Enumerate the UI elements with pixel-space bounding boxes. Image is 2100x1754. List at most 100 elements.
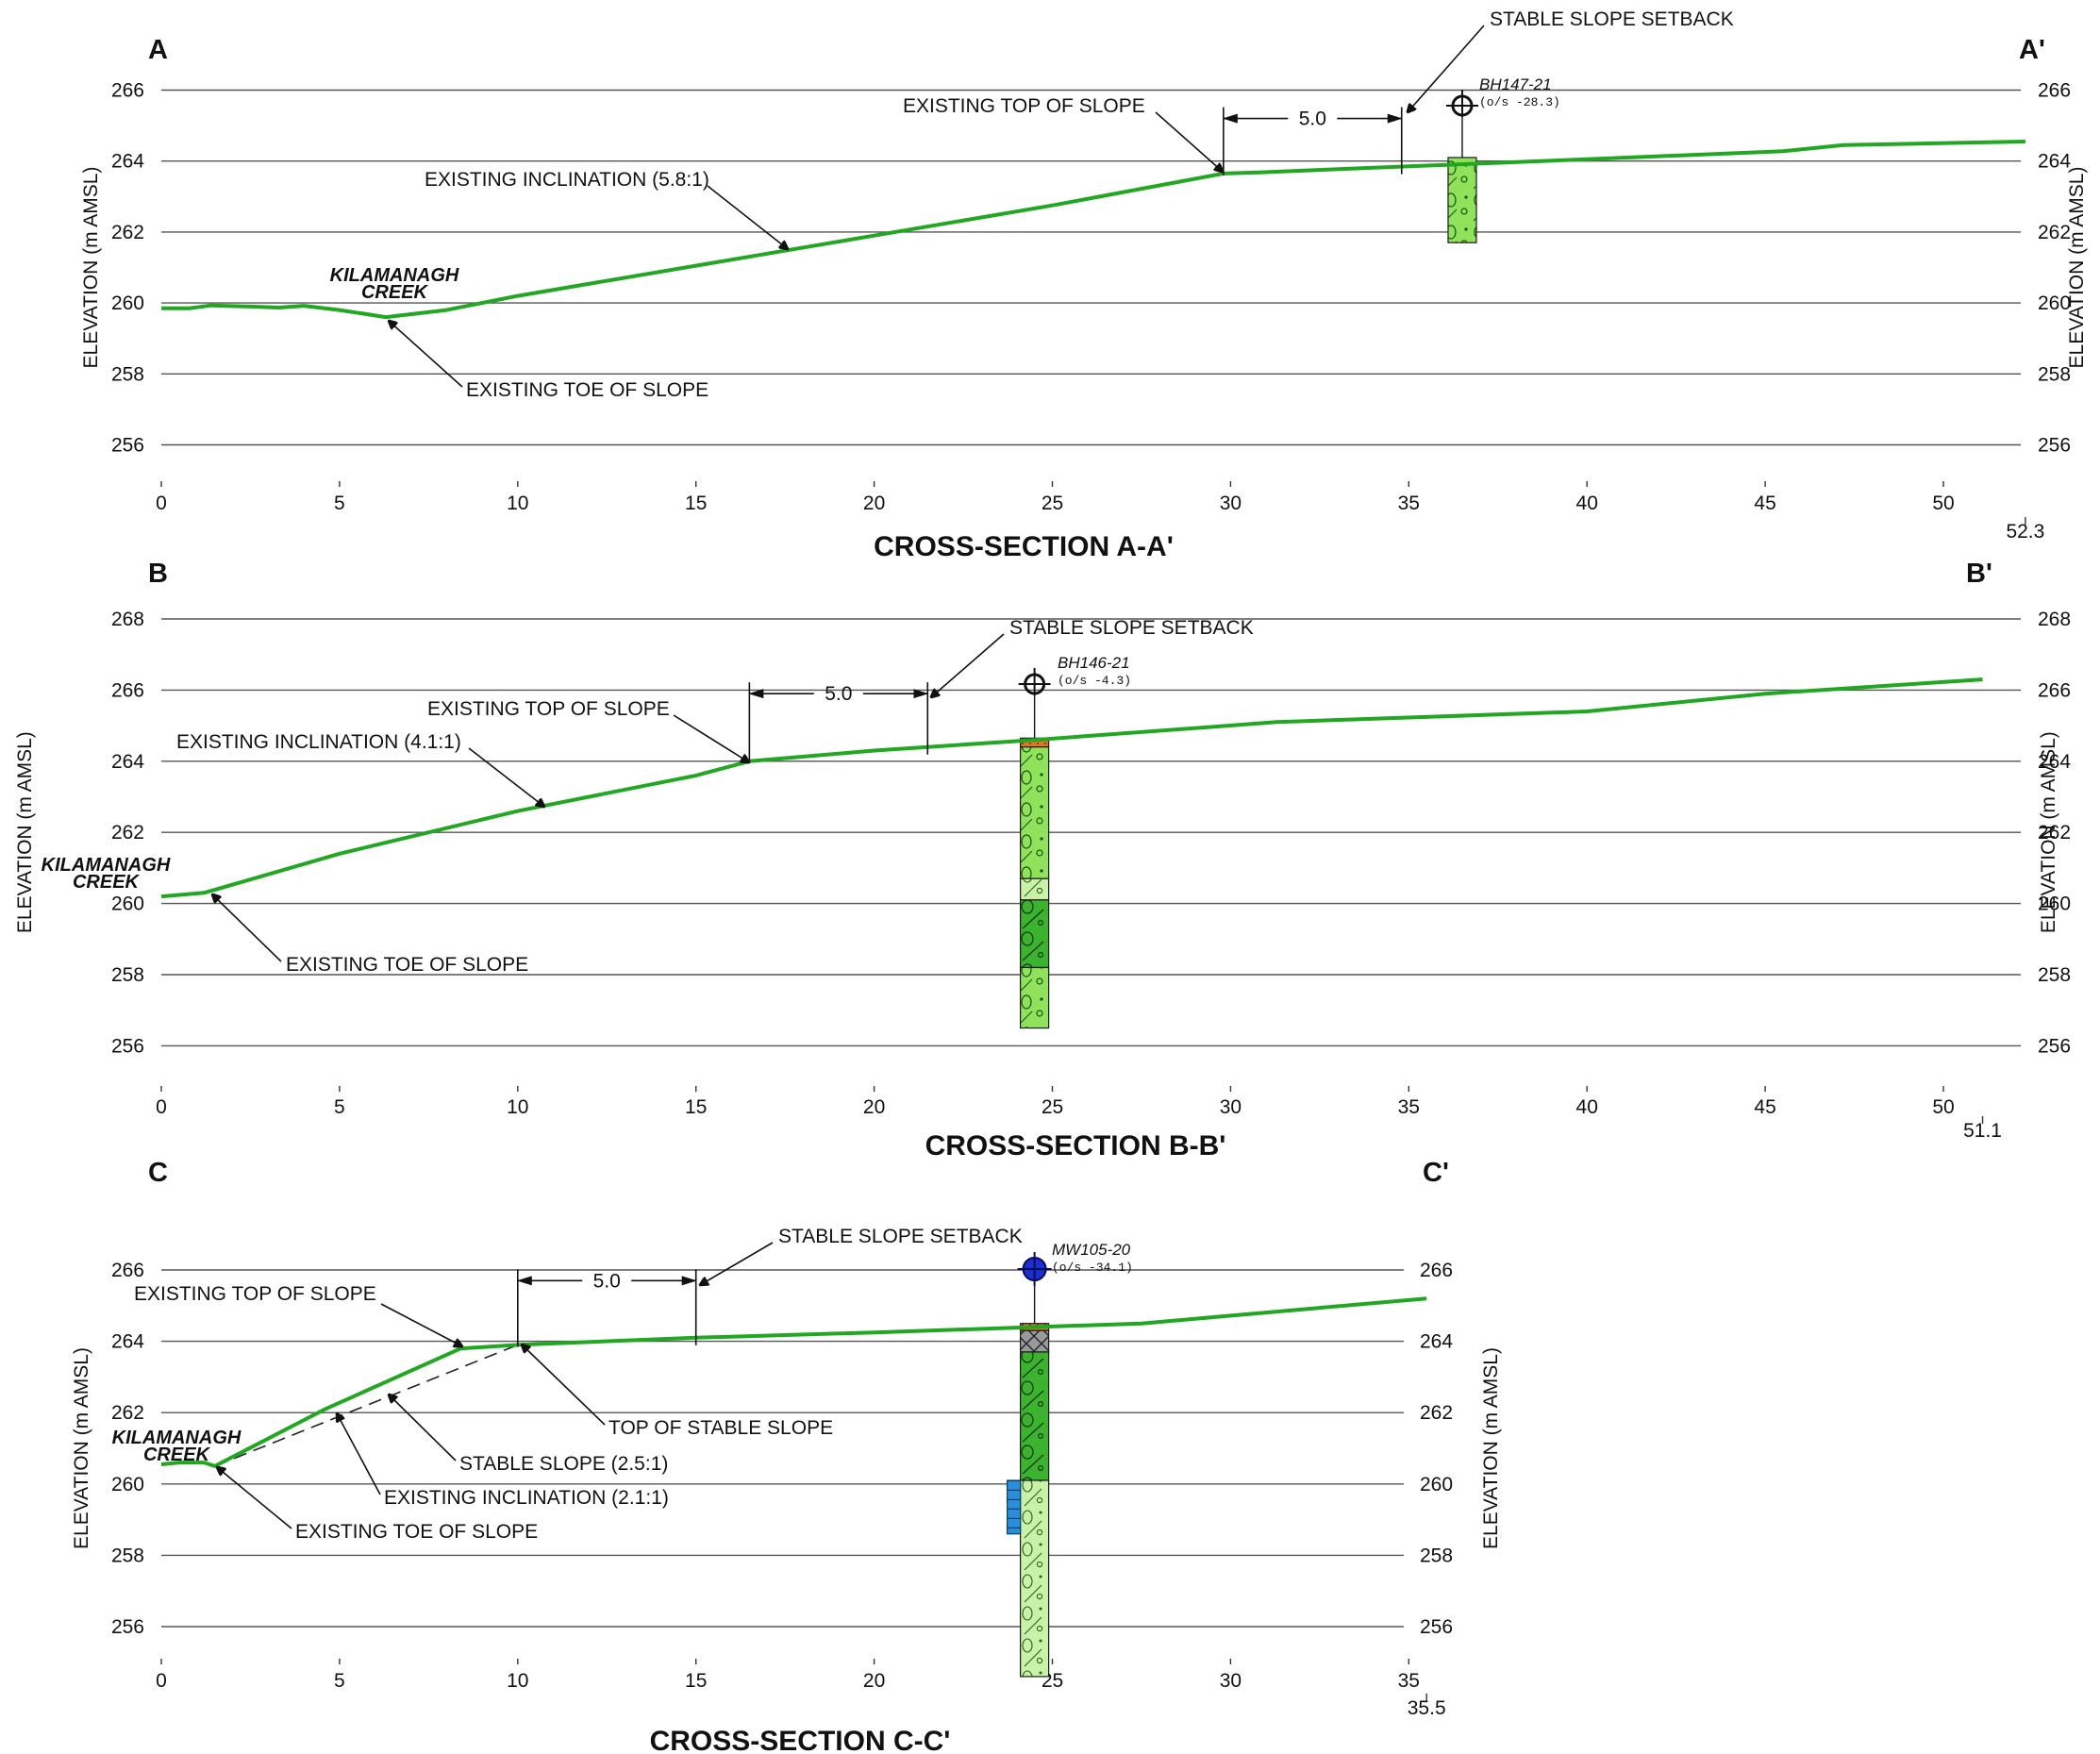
annotation-leader-arrow — [468, 747, 544, 807]
x-tick-label: 0 — [156, 1670, 167, 1692]
y-tick-label-left: 266 — [111, 1260, 144, 1281]
x-tick-label: 50 — [1932, 1096, 1954, 1118]
x-tick-label: 5 — [334, 1670, 345, 1692]
x-tick-label: 45 — [1754, 1096, 1775, 1118]
well-screen — [1007, 1479, 1022, 1535]
creek-label: KILAMANAGH — [112, 1428, 242, 1448]
y-tick-label-right: 266 — [2038, 80, 2071, 102]
x-tick-label: 20 — [863, 493, 885, 514]
x-tick-label: 35 — [1398, 1096, 1420, 1118]
y-tick-label-left: 258 — [111, 363, 144, 385]
annotation-label: EXISTING INCLINATION (4.1:1) — [176, 731, 461, 753]
x-tick-label: 0 — [156, 493, 167, 514]
annotation-label: STABLE SLOPE SETBACK — [778, 1226, 1023, 1247]
borehole-layer-gravel-pale — [1020, 877, 1050, 901]
section-title: CROSS-SECTION A-A' — [874, 531, 1174, 562]
setback-dimension-value: 5.0 — [1299, 109, 1326, 130]
annotation-label: EXISTING INCLINATION (2.1:1) — [384, 1487, 669, 1509]
borehole-layer-fill — [1020, 1329, 1050, 1353]
y-tick-label-left: 268 — [111, 609, 144, 630]
section-start-label: A — [148, 35, 168, 65]
y-tick-label-right: 258 — [2038, 964, 2071, 986]
annotation-label: TOP OF STABLE SLOPE — [608, 1417, 833, 1439]
y-tick-label-right: 260 — [2038, 894, 2071, 915]
creek-label: KILAMANAGH — [42, 855, 171, 876]
x-end-label: 35.5 — [1408, 1697, 1446, 1719]
borehole-offset: (o/s -28.3) — [1479, 95, 1560, 109]
y-axis-label-left: ELEVATION (m AMSL) — [80, 167, 102, 369]
y-tick-label-left: 262 — [111, 1402, 144, 1424]
annotation-label: EXISTING TOP OF SLOPE — [903, 95, 1145, 117]
ground-surface-line — [160, 677, 1983, 899]
y-tick-label-right: 258 — [1420, 1545, 1453, 1566]
x-tick-label: 25 — [1042, 493, 1063, 514]
y-axis-label-left: ELEVATION (m AMSL) — [14, 731, 36, 933]
creek-label: CREEK — [73, 872, 141, 893]
section-start-label: C — [148, 1158, 168, 1188]
setback-dimension-value: 5.0 — [825, 683, 852, 705]
borehole-offset: (o/s -4.3) — [1058, 674, 1131, 688]
x-tick-label: 30 — [1220, 1096, 1242, 1118]
y-tick-label-right: 262 — [2038, 222, 2071, 243]
annotation-leader-arrow — [673, 714, 749, 762]
y-tick-label-left: 258 — [111, 964, 144, 986]
borehole-offset: (o/s -34.1) — [1052, 1261, 1133, 1275]
x-tick-label: 15 — [685, 1670, 707, 1692]
borehole-layer-gravel-light — [1447, 157, 1477, 243]
x-tick-label: 15 — [685, 1096, 707, 1118]
y-axis-label-right: ELEVATION (m AMSL) — [2066, 167, 2088, 369]
y-tick-label-left: 266 — [111, 80, 144, 102]
y-tick-label-left: 264 — [111, 751, 144, 773]
borehole-name: BH147-21 — [1479, 75, 1552, 93]
annotation-leader-arrow — [389, 321, 463, 388]
borehole-name: MW105-20 — [1052, 1241, 1131, 1259]
y-tick-label-right: 260 — [1420, 1474, 1453, 1495]
annotation-label: EXISTING TOE OF SLOPE — [286, 954, 528, 976]
cross-section-b: 256 256 258 258 260 260 262 262 264 264 266 266 268 2… — [14, 559, 2071, 1161]
borehole-layer-gravel-pale — [1020, 1479, 1050, 1678]
y-tick-label-right: 266 — [2038, 679, 2071, 701]
y-tick-label-left: 260 — [111, 1474, 144, 1495]
annotation-label: EXISTING INCLINATION (5.8:1) — [425, 169, 709, 191]
creek-label: CREEK — [361, 282, 429, 303]
borehole-layer-gravel-dark — [1020, 899, 1050, 969]
y-tick-label-left: 256 — [111, 435, 144, 457]
section-start-label: B — [148, 559, 168, 589]
setback-dimension-value: 5.0 — [593, 1270, 621, 1292]
y-tick-label-left: 264 — [111, 151, 144, 173]
section-end-label: B' — [1966, 559, 1992, 589]
x-tick-label: 40 — [1576, 493, 1598, 514]
y-tick-label-right: 256 — [2038, 435, 2071, 457]
x-tick-label: 30 — [1220, 1670, 1242, 1692]
cross-section-c: 256 256 258 258 260 260 262 262 264 264 266 266 ELEV… — [71, 1158, 1502, 1754]
x-tick-label: 40 — [1576, 1096, 1598, 1118]
annotation-label: STABLE SLOPE SETBACK — [1009, 617, 1254, 639]
section-end-label: A' — [2019, 35, 2045, 65]
annotation-label: EXISTING TOE OF SLOPE — [295, 1521, 538, 1543]
y-tick-label-right: 256 — [1420, 1616, 1453, 1638]
annotation-leader-arrow — [522, 1345, 606, 1426]
y-axis-label-right: ELEVATION (m AMSL) — [1480, 1347, 1502, 1549]
y-tick-label-right: 264 — [2038, 151, 2071, 173]
annotation-label: STABLE SLOPE SETBACK — [1490, 8, 1734, 30]
x-tick-label: 10 — [507, 493, 528, 514]
annotation-leader-arrow — [700, 1242, 774, 1285]
y-tick-label-right: 264 — [2038, 751, 2071, 773]
y-axis-label-right: ELEVATION (m AMSL) — [2038, 731, 2059, 933]
y-tick-label-right: 262 — [1420, 1402, 1453, 1424]
y-tick-label-right: 266 — [1420, 1260, 1453, 1281]
y-tick-label-right: 268 — [2038, 609, 2071, 630]
y-tick-label-right: 260 — [2038, 292, 2071, 314]
y-tick-label-left: 258 — [111, 1545, 144, 1566]
borehole-layer-gravel-light — [1020, 746, 1050, 879]
annotation-leader-arrow — [337, 1413, 381, 1495]
annotation-leader-arrow — [380, 1303, 462, 1346]
y-tick-label-left: 256 — [111, 1616, 144, 1638]
stable-slope-line — [214, 1344, 519, 1467]
x-tick-label: 5 — [334, 493, 345, 514]
section-end-label: C' — [1423, 1158, 1449, 1188]
y-tick-label-left: 262 — [111, 222, 144, 243]
section-title: CROSS-SECTION C-C' — [650, 1726, 951, 1754]
y-tick-label-right: 258 — [2038, 363, 2071, 385]
